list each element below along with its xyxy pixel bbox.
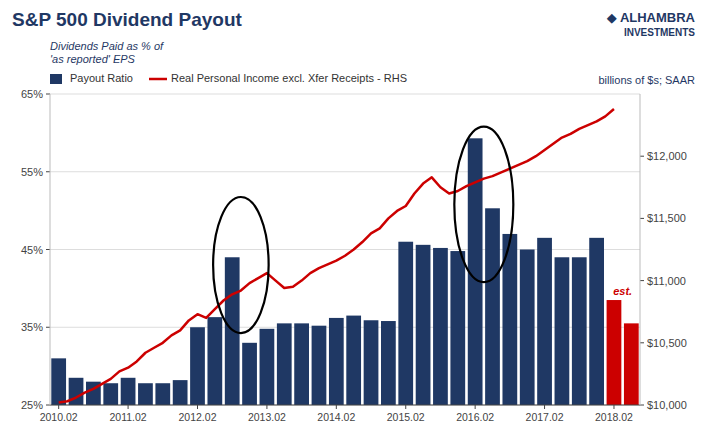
x-tick xyxy=(58,405,59,409)
bar xyxy=(555,257,570,405)
grid-line xyxy=(50,171,640,172)
bar xyxy=(242,343,257,405)
legend-swatch xyxy=(50,74,62,84)
y-tick-label: 25% xyxy=(21,399,43,411)
bar xyxy=(537,238,552,405)
bar xyxy=(607,300,622,405)
plot-area xyxy=(51,109,638,405)
y2-tick xyxy=(640,156,644,157)
bar xyxy=(138,383,153,405)
y-tick xyxy=(46,405,50,406)
line xyxy=(59,109,614,403)
y-label: Dividends Paid as % of xyxy=(50,40,164,52)
grid-line xyxy=(50,405,640,406)
bar xyxy=(433,248,448,405)
x-tick xyxy=(266,405,267,409)
x-tick-label: 2013.02 xyxy=(248,411,286,423)
x-tick-label: 2018.02 xyxy=(595,411,633,423)
y2-tick-label: $12,000 xyxy=(647,150,687,162)
chart: 25% 35% 45% 55% 65% $10,000 $10,500 $11,000 $11,… xyxy=(0,0,705,441)
x-tick-label: 2015.02 xyxy=(387,411,425,423)
x-tick xyxy=(336,405,337,409)
x-tick xyxy=(544,405,545,409)
y-tick-label: 35% xyxy=(21,321,43,333)
legend-label: Payout Ratio xyxy=(70,72,133,84)
y2-tick-label: $11,500 xyxy=(647,212,686,224)
y-label: 'as reported' EPS xyxy=(50,53,136,65)
bar xyxy=(155,383,170,405)
bar xyxy=(173,380,188,405)
bar xyxy=(190,327,205,405)
y2-tick xyxy=(640,342,644,343)
bar xyxy=(294,323,309,405)
y2-tick-label: $10,000 xyxy=(647,399,687,411)
y-axis-line xyxy=(50,94,51,405)
y-tick-label: 65% xyxy=(21,88,43,100)
x-tick xyxy=(475,405,476,409)
bar xyxy=(51,358,66,405)
grid-line xyxy=(50,94,640,95)
x-tick-label: 2010.02 xyxy=(40,411,78,423)
bar xyxy=(346,316,361,405)
y2-tick-label: $11,000 xyxy=(647,275,686,287)
y2-label: billions of $s; SAAR xyxy=(598,74,695,86)
bar xyxy=(485,208,500,405)
x-axis-line xyxy=(50,405,640,406)
x-tick-label: 2016.02 xyxy=(456,411,494,423)
bar xyxy=(329,318,344,405)
bar xyxy=(624,323,639,405)
bar xyxy=(381,321,396,405)
y2-axis-line xyxy=(640,94,641,405)
bar xyxy=(589,238,604,405)
bar xyxy=(207,317,222,405)
est-label: est. xyxy=(613,285,632,297)
legend-swatch xyxy=(149,78,167,81)
x-tick xyxy=(613,405,614,409)
y-tick-label: 45% xyxy=(21,244,43,256)
highlight-ellipse xyxy=(454,127,513,283)
x-tick xyxy=(128,405,129,409)
x-tick xyxy=(197,405,198,409)
legend-label: Real Personal Income excl. Xfer Receipts… xyxy=(171,72,407,84)
bar xyxy=(312,326,327,405)
y-tick xyxy=(46,171,50,172)
bar xyxy=(121,378,136,405)
logo-text: ◆ ALHAMBRA xyxy=(607,10,696,25)
background xyxy=(0,0,705,441)
y-tick xyxy=(46,94,50,95)
bar xyxy=(520,250,535,406)
highlight-ellipse xyxy=(213,197,269,333)
x-tick-label: 2017.02 xyxy=(526,411,564,423)
bar xyxy=(103,383,118,405)
logo-subtext: INVESTMENTS xyxy=(624,27,695,38)
y2-tick xyxy=(640,218,644,219)
x-tick xyxy=(405,405,406,409)
bar xyxy=(364,320,379,405)
x-tick-label: 2012.02 xyxy=(179,411,217,423)
title: S&P 500 Dividend Payout xyxy=(12,9,243,30)
y2-tick-label: $10,500 xyxy=(647,337,687,349)
y-tick-label: 55% xyxy=(21,166,43,178)
bar xyxy=(572,257,587,405)
y-tick xyxy=(46,327,50,328)
x-tick-label: 2011.02 xyxy=(109,411,146,423)
x-tick-label: 2014.02 xyxy=(317,411,355,423)
y-tick xyxy=(46,249,50,250)
bar xyxy=(277,323,292,405)
bar xyxy=(416,245,431,405)
y2-tick xyxy=(640,280,644,281)
bar xyxy=(450,251,465,405)
y2-tick xyxy=(640,405,644,406)
bar xyxy=(260,329,275,405)
bar xyxy=(398,242,413,405)
legend: Payout Ratio Real Personal Income excl. X… xyxy=(50,72,407,84)
